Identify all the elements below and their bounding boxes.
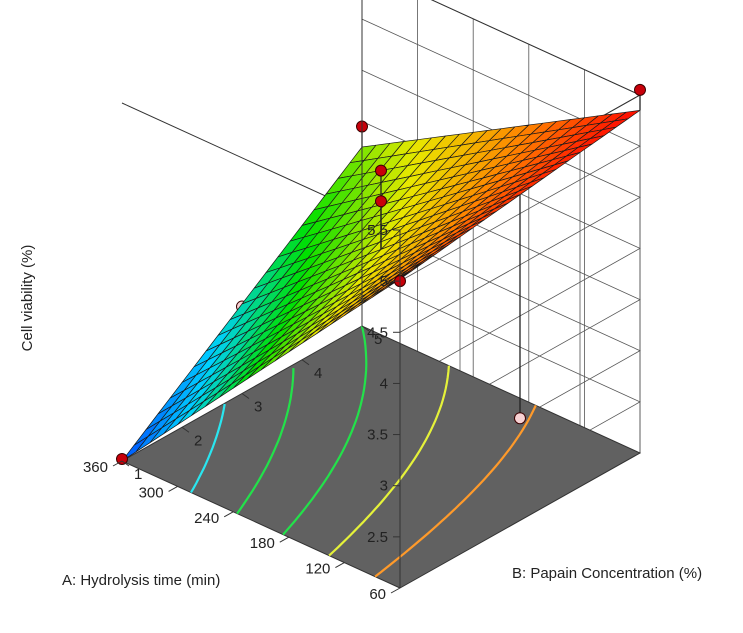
y-tick-label: 4 (314, 365, 322, 382)
x-axis-label: A: Hydrolysis time (min) (62, 572, 220, 589)
design-point (375, 164, 387, 177)
z-tick-label: 2.5 (367, 529, 388, 546)
response-surface (121, 109, 641, 462)
z-tick-label: 5 (380, 273, 388, 290)
design-point (514, 412, 526, 425)
x-tick-mark (390, 587, 401, 594)
design-point (634, 83, 646, 96)
y-tick-mark (241, 393, 250, 399)
x-tick-label: 240 (194, 510, 219, 527)
x-tick-mark (223, 511, 234, 518)
contour-line (282, 325, 368, 536)
contour-line (374, 404, 537, 578)
x-tick-mark (112, 460, 123, 467)
x-tick-label: 180 (250, 535, 275, 552)
x-tick-label: 120 (305, 561, 330, 578)
contour-line (328, 365, 450, 557)
floor-contours (190, 325, 537, 578)
y-axis-label: B: Papain Concentration (%) (512, 565, 702, 582)
y-tick-label: 1 (134, 466, 142, 483)
x-tick-label: 300 (139, 484, 164, 501)
y-tick-mark (121, 460, 130, 467)
x-tick-mark (168, 485, 178, 492)
z-tick-label: 3 (380, 478, 388, 495)
z-tick-label: 5.5 (367, 222, 388, 239)
y-tick-label: 3 (254, 399, 262, 416)
y-tick-mark (301, 359, 310, 366)
x-tick-mark (279, 536, 290, 543)
y-tick-label: 2 (194, 432, 202, 449)
z-tick-label: 3.5 (367, 427, 388, 444)
z-tick-label: 4 (380, 375, 388, 392)
y-tick-label: 5 (374, 331, 382, 348)
design-point (116, 452, 128, 465)
z-axis-label: Cell viability (%) (19, 245, 36, 352)
contour-line (236, 368, 295, 515)
z-tick-label: 4.5 (367, 324, 388, 341)
contour-line (190, 403, 226, 494)
x-tick-label: 360 (83, 459, 108, 476)
x-tick-label: 60 (369, 586, 386, 603)
design-point (375, 195, 387, 208)
y-tick-mark (361, 325, 370, 332)
x-tick-mark (335, 562, 345, 569)
plot-box-front-edges (361, 0, 401, 588)
y-tick-mark (181, 426, 190, 433)
